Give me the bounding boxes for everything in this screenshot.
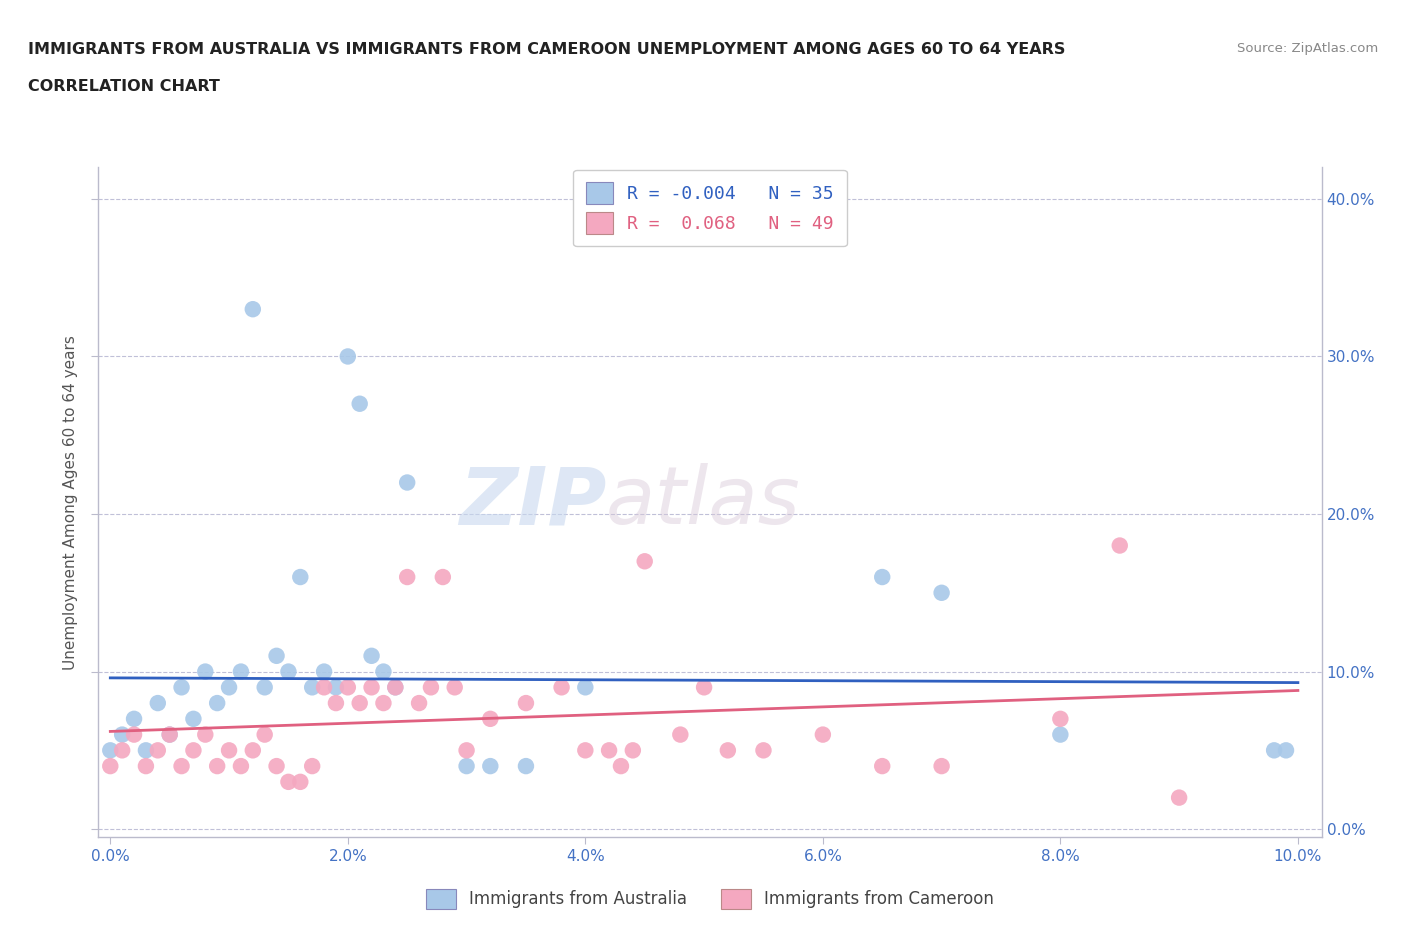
Point xyxy=(408,696,430,711)
Point xyxy=(574,743,596,758)
Point xyxy=(752,743,775,758)
Point xyxy=(432,569,454,584)
Point xyxy=(159,727,181,742)
Point xyxy=(479,759,502,774)
Text: Source: ZipAtlas.com: Source: ZipAtlas.com xyxy=(1237,42,1378,55)
Point xyxy=(277,664,299,679)
Point xyxy=(693,680,716,695)
Point xyxy=(266,648,288,663)
Point xyxy=(290,569,312,584)
Point xyxy=(122,727,145,742)
Point xyxy=(598,743,620,758)
Point xyxy=(111,727,134,742)
Point xyxy=(384,680,406,695)
Point xyxy=(277,775,299,790)
Point xyxy=(456,759,478,774)
Y-axis label: Unemployment Among Ages 60 to 64 years: Unemployment Among Ages 60 to 64 years xyxy=(63,335,79,670)
Point xyxy=(349,396,371,411)
Point xyxy=(253,680,276,695)
Point xyxy=(135,759,157,774)
Point xyxy=(634,554,657,569)
Point xyxy=(717,743,740,758)
Text: atlas: atlas xyxy=(606,463,801,541)
Point xyxy=(396,475,419,490)
Point xyxy=(349,696,371,711)
Point xyxy=(456,743,478,758)
Point xyxy=(396,569,419,584)
Legend: Immigrants from Australia, Immigrants from Cameroon: Immigrants from Australia, Immigrants fr… xyxy=(419,882,1001,916)
Point xyxy=(159,727,181,742)
Point xyxy=(98,743,121,758)
Point xyxy=(1275,743,1298,758)
Point xyxy=(170,759,193,774)
Point xyxy=(205,696,228,711)
Point xyxy=(550,680,572,695)
Point xyxy=(373,696,395,711)
Point xyxy=(325,696,347,711)
Point xyxy=(1108,538,1130,553)
Point xyxy=(170,680,193,695)
Point xyxy=(669,727,692,742)
Text: CORRELATION CHART: CORRELATION CHART xyxy=(28,79,219,94)
Text: IMMIGRANTS FROM AUSTRALIA VS IMMIGRANTS FROM CAMEROON UNEMPLOYMENT AMONG AGES 60: IMMIGRANTS FROM AUSTRALIA VS IMMIGRANTS … xyxy=(28,42,1066,57)
Point xyxy=(146,743,169,758)
Point xyxy=(325,680,347,695)
Point xyxy=(312,664,335,679)
Point xyxy=(122,711,145,726)
Point xyxy=(194,664,217,679)
Point xyxy=(266,759,288,774)
Point xyxy=(360,680,382,695)
Point xyxy=(384,680,406,695)
Point xyxy=(146,696,169,711)
Point xyxy=(811,727,834,742)
Point xyxy=(336,680,359,695)
Point xyxy=(373,664,395,679)
Point xyxy=(135,743,157,758)
Point xyxy=(218,743,240,758)
Point xyxy=(301,680,323,695)
Point xyxy=(242,743,264,758)
Point xyxy=(443,680,465,695)
Point xyxy=(1049,711,1071,726)
Point xyxy=(931,759,953,774)
Point xyxy=(183,743,205,758)
Point xyxy=(931,585,953,600)
Point xyxy=(205,759,228,774)
Point xyxy=(111,743,134,758)
Point xyxy=(1168,790,1191,805)
Point xyxy=(336,349,359,364)
Point xyxy=(253,727,276,742)
Point xyxy=(312,680,335,695)
Point xyxy=(229,664,252,679)
Text: ZIP: ZIP xyxy=(458,463,606,541)
Point xyxy=(194,727,217,742)
Point xyxy=(98,759,121,774)
Point xyxy=(870,569,893,584)
Point xyxy=(1049,727,1071,742)
Point xyxy=(242,301,264,316)
Point xyxy=(183,711,205,726)
Point xyxy=(420,680,443,695)
Point xyxy=(870,759,893,774)
Point xyxy=(621,743,644,758)
Point xyxy=(1263,743,1285,758)
Point xyxy=(515,759,537,774)
Point xyxy=(360,648,382,663)
Point xyxy=(610,759,633,774)
Point xyxy=(479,711,502,726)
Point xyxy=(229,759,252,774)
Point xyxy=(290,775,312,790)
Point xyxy=(301,759,323,774)
Point xyxy=(218,680,240,695)
Point xyxy=(574,680,596,695)
Point xyxy=(515,696,537,711)
